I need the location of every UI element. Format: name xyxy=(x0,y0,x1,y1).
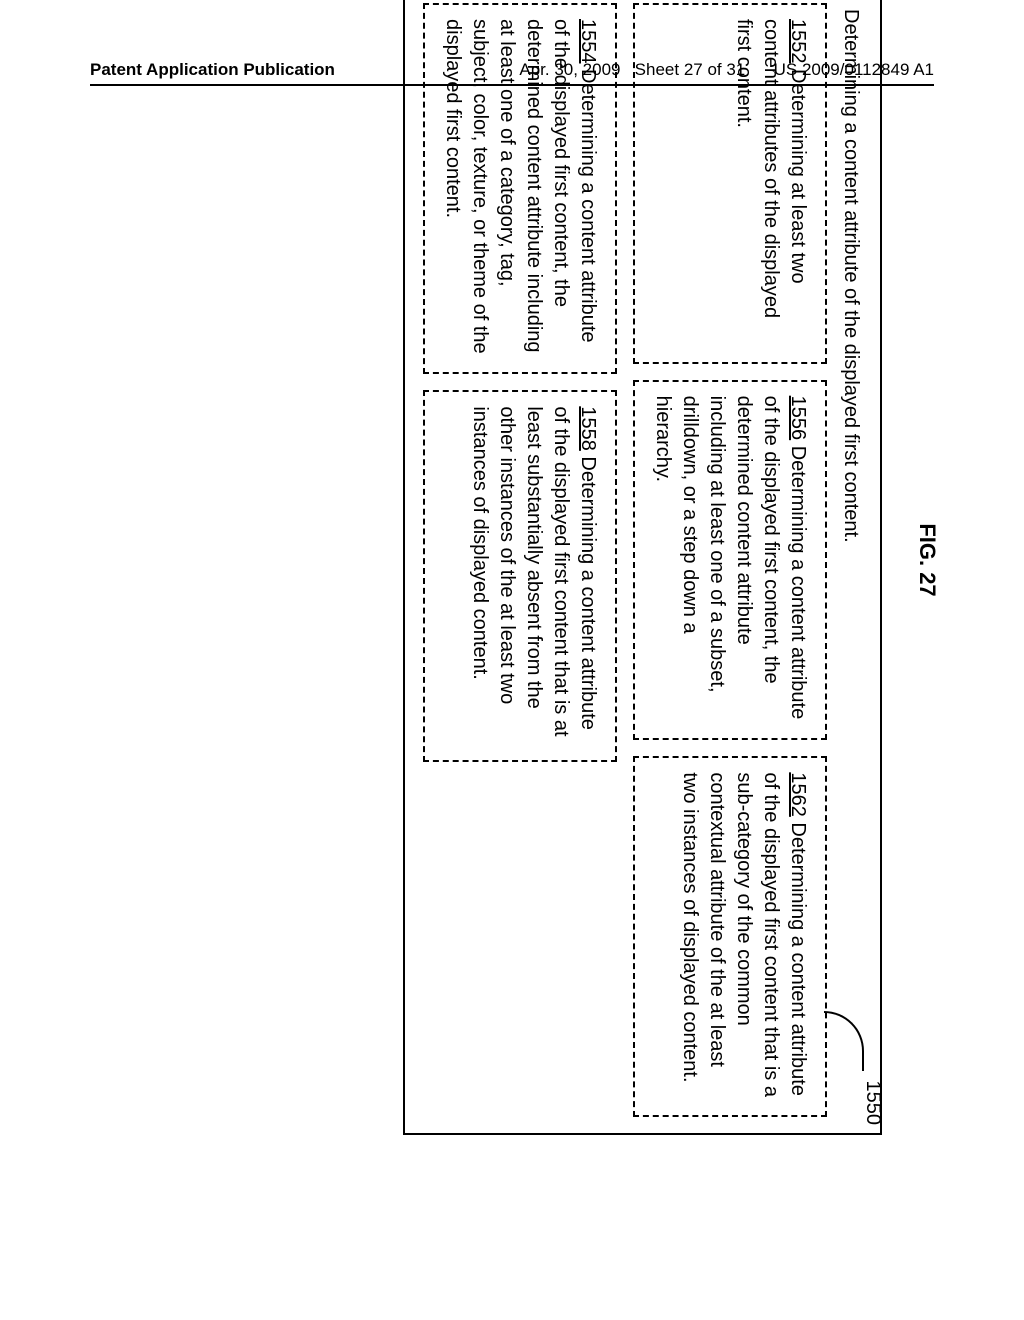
box-1562-text: Determining a content attribute of the d… xyxy=(679,772,809,1097)
row-2: 1554 Determining a content attribute of … xyxy=(423,3,617,1117)
row-1: 1552 Determining at least two content at… xyxy=(633,3,827,1117)
figure-rotated-wrap: FIG. 27 1550 Determining a content attri… xyxy=(90,0,940,1135)
box-1556: 1556 Determining a content attribute of … xyxy=(633,380,827,741)
inner-rows: 1552 Determining at least two content at… xyxy=(423,3,827,1117)
box-1562: 1562 Determining a content attribute of … xyxy=(633,756,827,1117)
box-1558: 1558 Determining a content attribute of … xyxy=(423,390,617,761)
outer-box: Determining a content attribute of the d… xyxy=(403,0,882,1135)
box-1554-text: Determining a content attribute of the d… xyxy=(442,19,599,354)
figure-label: FIG. 27 xyxy=(914,0,940,1135)
box-1562-ref: 1562 xyxy=(787,772,809,817)
box-1554-ref: 1554 xyxy=(577,19,599,64)
page: Patent Application Publication Apr. 30, … xyxy=(0,0,1024,1320)
outer-box-title: Determining a content attribute of the d… xyxy=(839,3,862,1117)
box-1554: 1554 Determining a content attribute of … xyxy=(423,3,617,374)
box-1556-text: Determining a content attribute of the d… xyxy=(652,396,809,720)
figure-ref-number: 1550 xyxy=(861,1081,884,1126)
box-1558-ref: 1558 xyxy=(577,406,599,451)
box-1552-ref: 1552 xyxy=(787,19,809,64)
box-1552: 1552 Determining at least two content at… xyxy=(633,3,827,364)
box-1556-ref: 1556 xyxy=(787,396,809,441)
row-2-spacer xyxy=(423,778,617,1117)
box-1558-text: Determining a content attribute of the d… xyxy=(469,406,599,736)
diagram-area: 1550 Determining a content attribute of … xyxy=(403,0,882,1135)
box-1552-text: Determining at least two content attribu… xyxy=(733,19,809,318)
